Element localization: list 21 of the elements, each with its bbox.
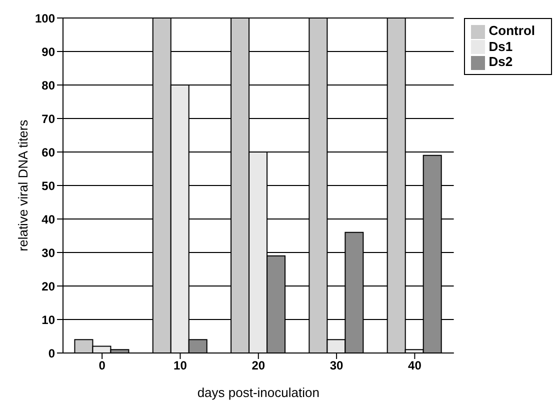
x-tick-label: 40: [408, 358, 422, 373]
y-tick-label: 40: [42, 212, 56, 226]
y-tick-label: 10: [42, 312, 56, 327]
y-tick-label: 90: [42, 44, 56, 59]
y-tick-label: 60: [42, 145, 56, 160]
x-tick-label: 0: [98, 358, 106, 373]
y-axis-title: relative viral DNA titers: [16, 119, 31, 252]
y-tick-label: 0: [48, 346, 56, 360]
y-tick-label: 20: [42, 279, 56, 294]
x-axis-title: days post-inoculation: [197, 385, 320, 400]
x-tick-label: 20: [252, 358, 266, 373]
y-tick-label: 30: [42, 246, 56, 260]
y-tick-label: 100: [34, 11, 56, 26]
x-tick-label: 30: [330, 358, 344, 373]
legend-label: Ds1: [488, 38, 513, 54]
legend-label: Control: [488, 23, 535, 38]
legend-label: Ds2: [488, 54, 513, 70]
y-tick-label: 70: [42, 112, 56, 126]
y-tick-label: 50: [42, 178, 56, 193]
x-tick-label: 10: [174, 358, 188, 373]
y-tick-label: 80: [42, 78, 56, 92]
